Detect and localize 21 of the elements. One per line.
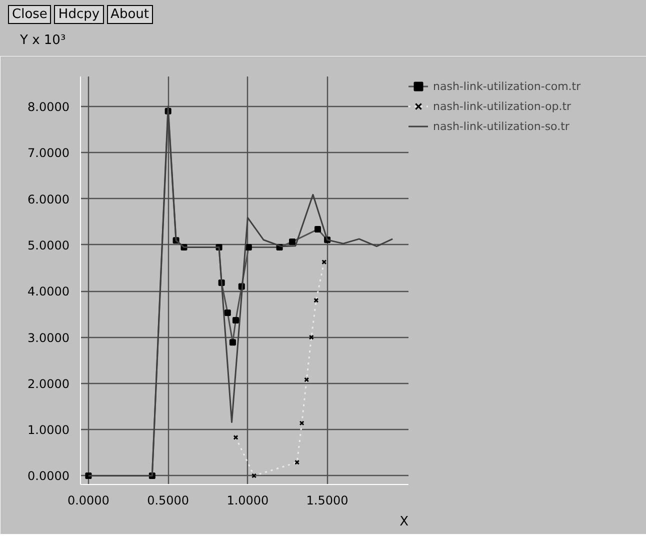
y-tick-label: 0.0000 [28,469,70,484]
y-tick-label: 2.0000 [28,376,70,391]
x-tick-label: 0.5000 [147,494,190,508]
text: About [106,5,153,24]
y-axis-title: Y x 10³ [20,32,66,50]
y-tick-label: 4.0000 [28,284,70,299]
y-tick-label: 1.0000 [28,423,70,438]
text: Close [8,5,52,24]
text: Hdcpy [54,5,104,24]
x-tick-label: 1.5000 [306,494,348,508]
y-tick-label: 7.0000 [28,146,70,160]
x-tick-label: 1.0000 [226,494,269,508]
y-tick-label: 8.0000 [28,100,70,114]
legend-label: nash-link-utilization-com.tr [433,80,581,92]
legend-label: nash-link-utilization-so.tr [433,120,570,132]
x-tick-label: 0.0000 [67,494,110,508]
y-tick-label: 5.0000 [28,238,70,252]
legend-label: nash-link-utilization-op.tr [433,100,572,112]
y-tick-label: 3.0000 [28,330,70,345]
y-tick-label: 6.0000 [28,192,70,206]
x-axis-title: X [400,514,409,530]
